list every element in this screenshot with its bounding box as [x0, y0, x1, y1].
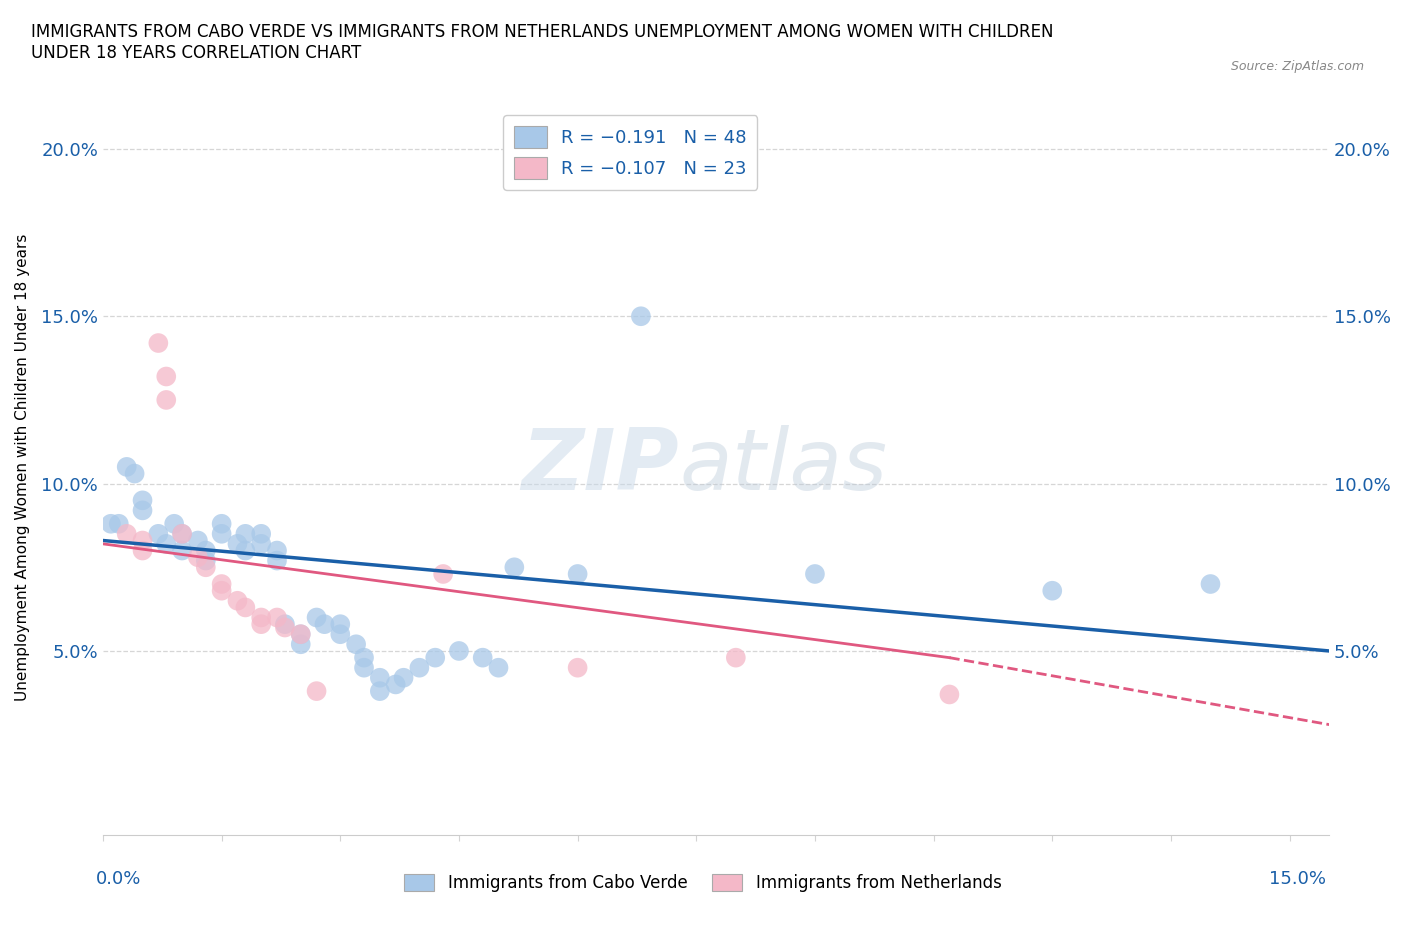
Point: [172, 526, 194, 541]
Point: [131, 543, 153, 558]
Point: [250, 537, 273, 551]
Legend: R = −0.191   N = 48, R = −0.107   N = 23: R = −0.191 N = 48, R = −0.107 N = 23: [503, 115, 758, 190]
Point: [211, 526, 233, 541]
Point: [329, 627, 352, 642]
Point: [274, 620, 297, 635]
Point: [488, 660, 510, 675]
Point: [187, 533, 209, 548]
Point: [211, 583, 233, 598]
Point: [274, 617, 297, 631]
Point: [724, 650, 747, 665]
Point: [392, 671, 415, 685]
Point: [194, 553, 217, 568]
Point: [425, 650, 447, 665]
Point: [266, 543, 288, 558]
Point: [1199, 577, 1222, 591]
Text: IMMIGRANTS FROM CABO VERDE VS IMMIGRANTS FROM NETHERLANDS UNEMPLOYMENT AMONG WOM: IMMIGRANTS FROM CABO VERDE VS IMMIGRANTS…: [31, 23, 1053, 62]
Point: [131, 533, 153, 548]
Point: [804, 566, 827, 581]
Point: [266, 553, 288, 568]
Legend: Immigrants from Cabo Verde, Immigrants from Netherlands: Immigrants from Cabo Verde, Immigrants f…: [398, 867, 1008, 898]
Point: [226, 537, 249, 551]
Point: [211, 577, 233, 591]
Point: [148, 526, 170, 541]
Point: [305, 610, 328, 625]
Point: [235, 600, 257, 615]
Point: [172, 543, 194, 558]
Point: [384, 677, 406, 692]
Point: [503, 560, 526, 575]
Point: [172, 526, 194, 541]
Point: [368, 671, 391, 685]
Text: 15.0%: 15.0%: [1268, 870, 1326, 888]
Point: [163, 516, 186, 531]
Point: [115, 459, 138, 474]
Point: [124, 466, 146, 481]
Point: [329, 617, 352, 631]
Text: Source: ZipAtlas.com: Source: ZipAtlas.com: [1230, 60, 1364, 73]
Point: [235, 543, 257, 558]
Point: [250, 617, 273, 631]
Y-axis label: Unemployment Among Women with Children Under 18 years: Unemployment Among Women with Children U…: [15, 233, 30, 700]
Point: [353, 650, 375, 665]
Point: [353, 660, 375, 675]
Point: [148, 336, 170, 351]
Point: [368, 684, 391, 698]
Point: [305, 684, 328, 698]
Point: [235, 526, 257, 541]
Point: [471, 650, 494, 665]
Point: [250, 526, 273, 541]
Point: [107, 516, 129, 531]
Point: [155, 392, 177, 407]
Point: [211, 516, 233, 531]
Point: [155, 537, 177, 551]
Point: [187, 550, 209, 565]
Point: [408, 660, 430, 675]
Point: [100, 516, 122, 531]
Point: [567, 660, 589, 675]
Text: atlas: atlas: [679, 425, 887, 509]
Point: [938, 687, 960, 702]
Point: [432, 566, 454, 581]
Point: [250, 610, 273, 625]
Point: [194, 543, 217, 558]
Text: ZIP: ZIP: [522, 425, 679, 509]
Point: [567, 566, 589, 581]
Point: [314, 617, 336, 631]
Point: [115, 526, 138, 541]
Point: [194, 560, 217, 575]
Point: [155, 369, 177, 384]
Point: [290, 637, 312, 652]
Point: [266, 610, 288, 625]
Point: [131, 503, 153, 518]
Point: [290, 627, 312, 642]
Point: [226, 593, 249, 608]
Point: [630, 309, 652, 324]
Text: 0.0%: 0.0%: [96, 870, 141, 888]
Point: [447, 644, 470, 658]
Point: [131, 493, 153, 508]
Point: [344, 637, 367, 652]
Point: [1040, 583, 1063, 598]
Point: [290, 627, 312, 642]
